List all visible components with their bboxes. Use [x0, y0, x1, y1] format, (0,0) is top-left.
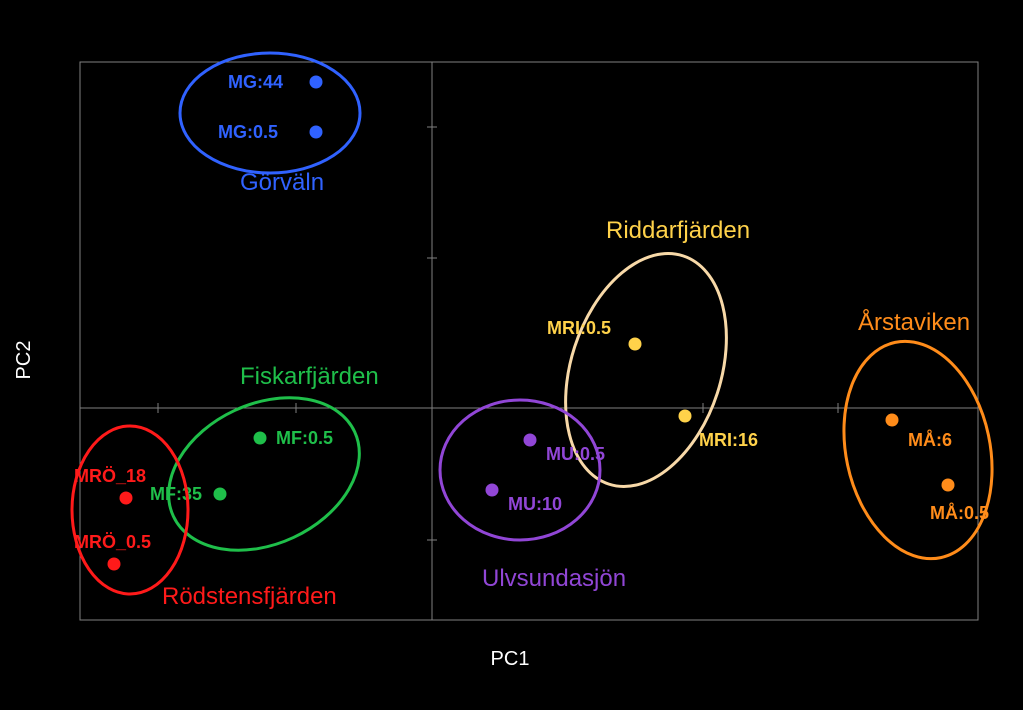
point-label: MF:35 [150, 484, 202, 504]
data-point [679, 410, 692, 423]
data-point [120, 492, 133, 505]
plot-frame [80, 62, 978, 620]
cluster-rodstensfjarden: Rödstensfjärden MRÖ_18 MRÖ_0.5 [72, 426, 337, 610]
data-point [942, 479, 955, 492]
data-point [254, 432, 267, 445]
point-label: MRÖ_0.5 [74, 532, 151, 552]
data-point [310, 76, 323, 89]
pca-scatter-figure: PC1 PC2 Görväln MG:44 MG:0.5 Riddarfjärden MRI… [0, 0, 1023, 710]
data-point [524, 434, 537, 447]
cluster-ellipse [538, 233, 755, 508]
cluster-label: Årstaviken [858, 308, 970, 336]
cluster-ellipse [440, 400, 600, 540]
point-label: MRÖ_18 [74, 466, 146, 486]
plot-svg: PC1 PC2 Görväln MG:44 MG:0.5 Riddarfjärden MRI… [0, 0, 1023, 710]
point-label: MF:0.5 [276, 428, 333, 448]
point-label: MU:0.5 [546, 444, 605, 464]
data-point [108, 558, 121, 571]
point-label: MU:10 [508, 494, 562, 514]
cluster-arstaviken: Årstaviken MÅ:6 MÅ:0.5 [825, 308, 1012, 573]
cluster-ellipse [144, 368, 384, 579]
point-label: MG:0.5 [218, 122, 278, 142]
cluster-label: Görväln [240, 169, 324, 196]
data-point [629, 338, 642, 351]
cluster-label: Riddarfjärden [606, 217, 750, 244]
cluster-label: Rödstensfjärden [162, 583, 337, 610]
point-label: MG:44 [228, 72, 283, 92]
cluster-gorvaln: Görväln MG:44 MG:0.5 [180, 53, 360, 196]
data-point [310, 126, 323, 139]
cluster-ellipse [825, 327, 1012, 572]
point-label: MRI:16 [699, 430, 758, 450]
cluster-ulvsundasjon: Ulvsundasjön MU:0.5 MU:10 [440, 400, 626, 592]
point-label: MÅ:0.5 [930, 503, 989, 523]
point-label: MÅ:6 [908, 430, 952, 450]
y-axis-title: PC2 [13, 341, 35, 380]
data-point [214, 488, 227, 501]
cluster-label: Fiskarfjärden [240, 363, 379, 390]
cluster-label: Ulvsundasjön [482, 565, 626, 592]
x-axis-title: PC1 [491, 648, 530, 670]
data-point [886, 414, 899, 427]
data-point [486, 484, 499, 497]
cluster-ellipse [180, 53, 360, 173]
cluster-fiskarfjarden: Fiskarfjärden MF:0.5 MF:35 [144, 363, 384, 580]
point-label: MRI:0.5 [547, 318, 611, 338]
